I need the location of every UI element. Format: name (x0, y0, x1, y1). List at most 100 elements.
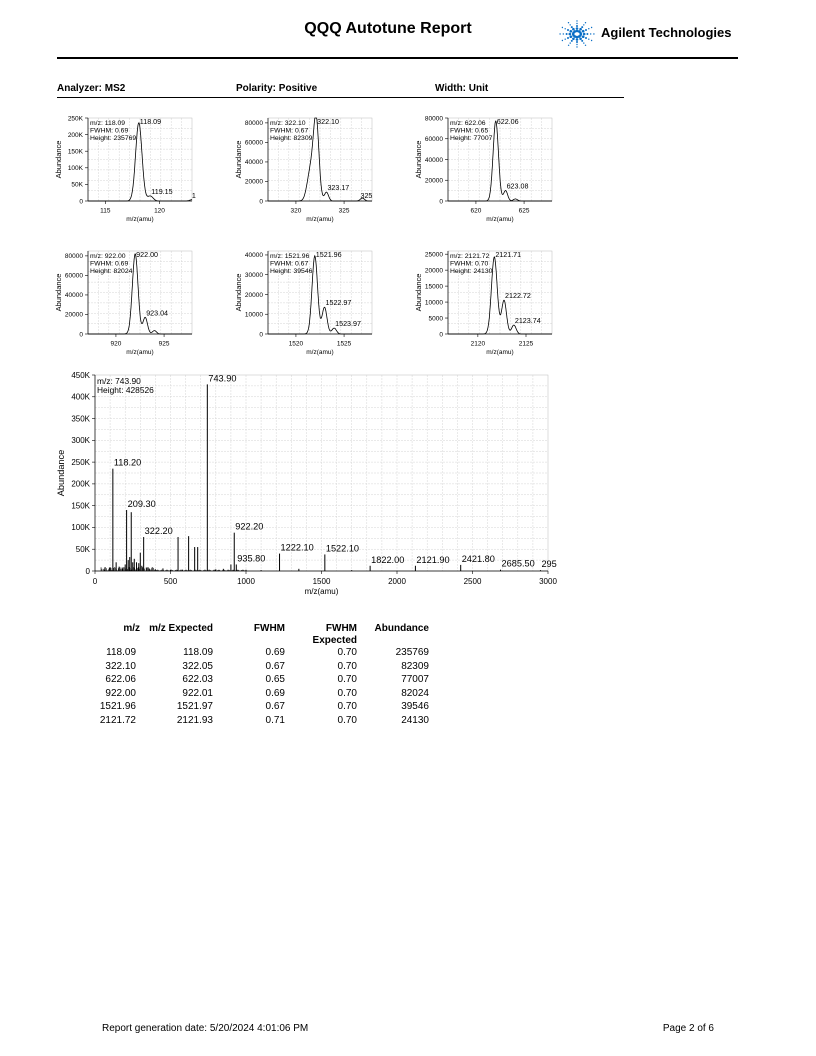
peak-label: 1 (192, 192, 196, 200)
peak-label: 1222.10 (281, 543, 314, 553)
y-tick-label: 20000 (425, 267, 443, 274)
table-cell: 0.67 (265, 660, 285, 672)
logo-dot (568, 32, 572, 36)
y-axis-label: Abundance (234, 274, 243, 312)
x-axis-label: m/z(amu) (126, 349, 153, 356)
logo-dot (575, 29, 579, 33)
peak-label: 209.30 (128, 499, 156, 509)
logo-dot (562, 33, 564, 35)
x-axis-label: m/z(amu) (486, 349, 513, 356)
peak-annotation: FWHM: 0.65 (450, 128, 488, 135)
logo-dot (575, 27, 579, 30)
profile-line (88, 122, 192, 202)
table-cell: 1521.97 (176, 701, 213, 713)
y-tick-label: 200K (71, 480, 90, 489)
x-tick-label: 625 (519, 208, 530, 215)
table-cell: 0.71 (265, 715, 285, 726)
agilent-spark-logo-icon (559, 20, 595, 48)
profile-line (268, 254, 372, 335)
peak-annotation: m/z: 1521.96 (270, 253, 310, 260)
peak-annotation: Height: 77007 (450, 135, 493, 142)
logo-dot (575, 38, 579, 41)
y-tick-label: 400K (71, 393, 90, 402)
x-axis-label: m/z(amu) (305, 587, 339, 596)
y-tick-label: 10000 (245, 312, 263, 319)
logo-dot (564, 28, 566, 30)
logo-dot (581, 39, 584, 42)
table-cell: 0.70 (337, 647, 357, 658)
table-cell: 82309 (401, 660, 429, 672)
report-title: QQQ Autotune Report (304, 20, 472, 37)
peak-label: 623.08 (507, 183, 529, 191)
x-axis-label: m/z(amu) (486, 216, 513, 223)
logo-dot (585, 37, 587, 39)
y-tick-label: 25000 (425, 251, 443, 258)
y-tick-label: 0 (259, 331, 263, 338)
peak-label: 922.00 (136, 251, 158, 259)
logo-dot (567, 37, 569, 39)
peak-annotation: m/z: 922.00 (90, 253, 126, 260)
y-tick-label: 0 (439, 198, 443, 205)
peak-annotation: FWHM: 0.69 (90, 261, 128, 268)
peak-label: 1521.96 (316, 251, 342, 259)
peak-label: 2121.71 (495, 251, 521, 259)
peak-label: 2121.90 (416, 555, 449, 565)
y-tick-label: 40000 (245, 252, 263, 259)
table-cell: 118.09 (106, 647, 136, 658)
logo-dot (569, 35, 573, 38)
x-tick-label: 1525 (337, 341, 352, 348)
chart-3: 0 20000 40000 60000 80000 620 625 m/z(amu) Abund… (414, 115, 553, 223)
x-tick-label: 320 (290, 208, 301, 215)
y-axis-label: Abundance (54, 141, 63, 179)
logo-dot (579, 27, 582, 31)
peak-label: 923.04 (146, 309, 168, 317)
profile-line (88, 253, 192, 335)
logo-dot (569, 24, 571, 26)
table-header: FWHM (325, 623, 357, 634)
y-tick-label: 30000 (245, 272, 263, 279)
chart-5: 0 10000 20000 30000 40000 1520 1525 m/z(amu) Abu… (234, 250, 373, 356)
peak-annotation: m/z: 743.90 (97, 376, 141, 386)
peak-annotation: Height: 24130 (450, 268, 493, 275)
y-tick-label: 50K (76, 545, 91, 554)
table-cell: 0.67 (265, 701, 285, 713)
logo-dot (586, 33, 589, 35)
y-tick-label: 450K (71, 371, 90, 380)
y-tick-label: 80000 (65, 253, 83, 260)
x-tick-label: 325 (339, 208, 350, 215)
report-date: Report generation date: 5/20/2024 4:01:0… (102, 1023, 309, 1034)
y-tick-label: 100K (71, 523, 90, 532)
y-tick-label: 150K (71, 501, 90, 510)
table-cell: 235769 (395, 647, 429, 658)
table-cell: 922.00 (105, 687, 136, 699)
peak-annotation: Height: 82024 (90, 268, 133, 275)
peak-annotation: Height: 39546 (270, 268, 313, 275)
x-tick-label: 1500 (313, 577, 331, 586)
peak-annotation: Height: 428526 (97, 385, 154, 395)
x-axis-label: m/z(amu) (306, 349, 333, 356)
logo-dot (590, 39, 593, 42)
profile-line (448, 256, 552, 335)
peak-label: 935.80 (237, 553, 265, 563)
peak-annotation: Height: 82309 (270, 135, 313, 142)
peak-label: 922.20 (235, 522, 263, 532)
logo-dot (582, 32, 586, 36)
table-header: Expected (312, 635, 357, 646)
logo-dot (583, 42, 585, 44)
header-divider (57, 57, 738, 59)
peak-label: 1522.10 (326, 543, 359, 553)
peak-label: 119.15 (151, 188, 172, 196)
table-cell: 0.70 (337, 715, 357, 726)
chart-2: 0 20000 40000 60000 80000 320 325 m/z(amu) Abund… (234, 117, 372, 223)
x-tick-label: 2000 (388, 577, 406, 586)
logo-dot (569, 30, 573, 33)
y-tick-label: 200K (68, 132, 84, 139)
table-header: m/z (123, 623, 140, 634)
peak-label: 118.09 (140, 118, 161, 126)
x-axis-label: m/z(amu) (306, 216, 333, 223)
logo-dot (583, 24, 585, 26)
peak-annotation: FWHM: 0.67 (270, 261, 308, 268)
peak-label: 325 (360, 192, 372, 200)
peak-label: 2123.74 (515, 317, 541, 325)
